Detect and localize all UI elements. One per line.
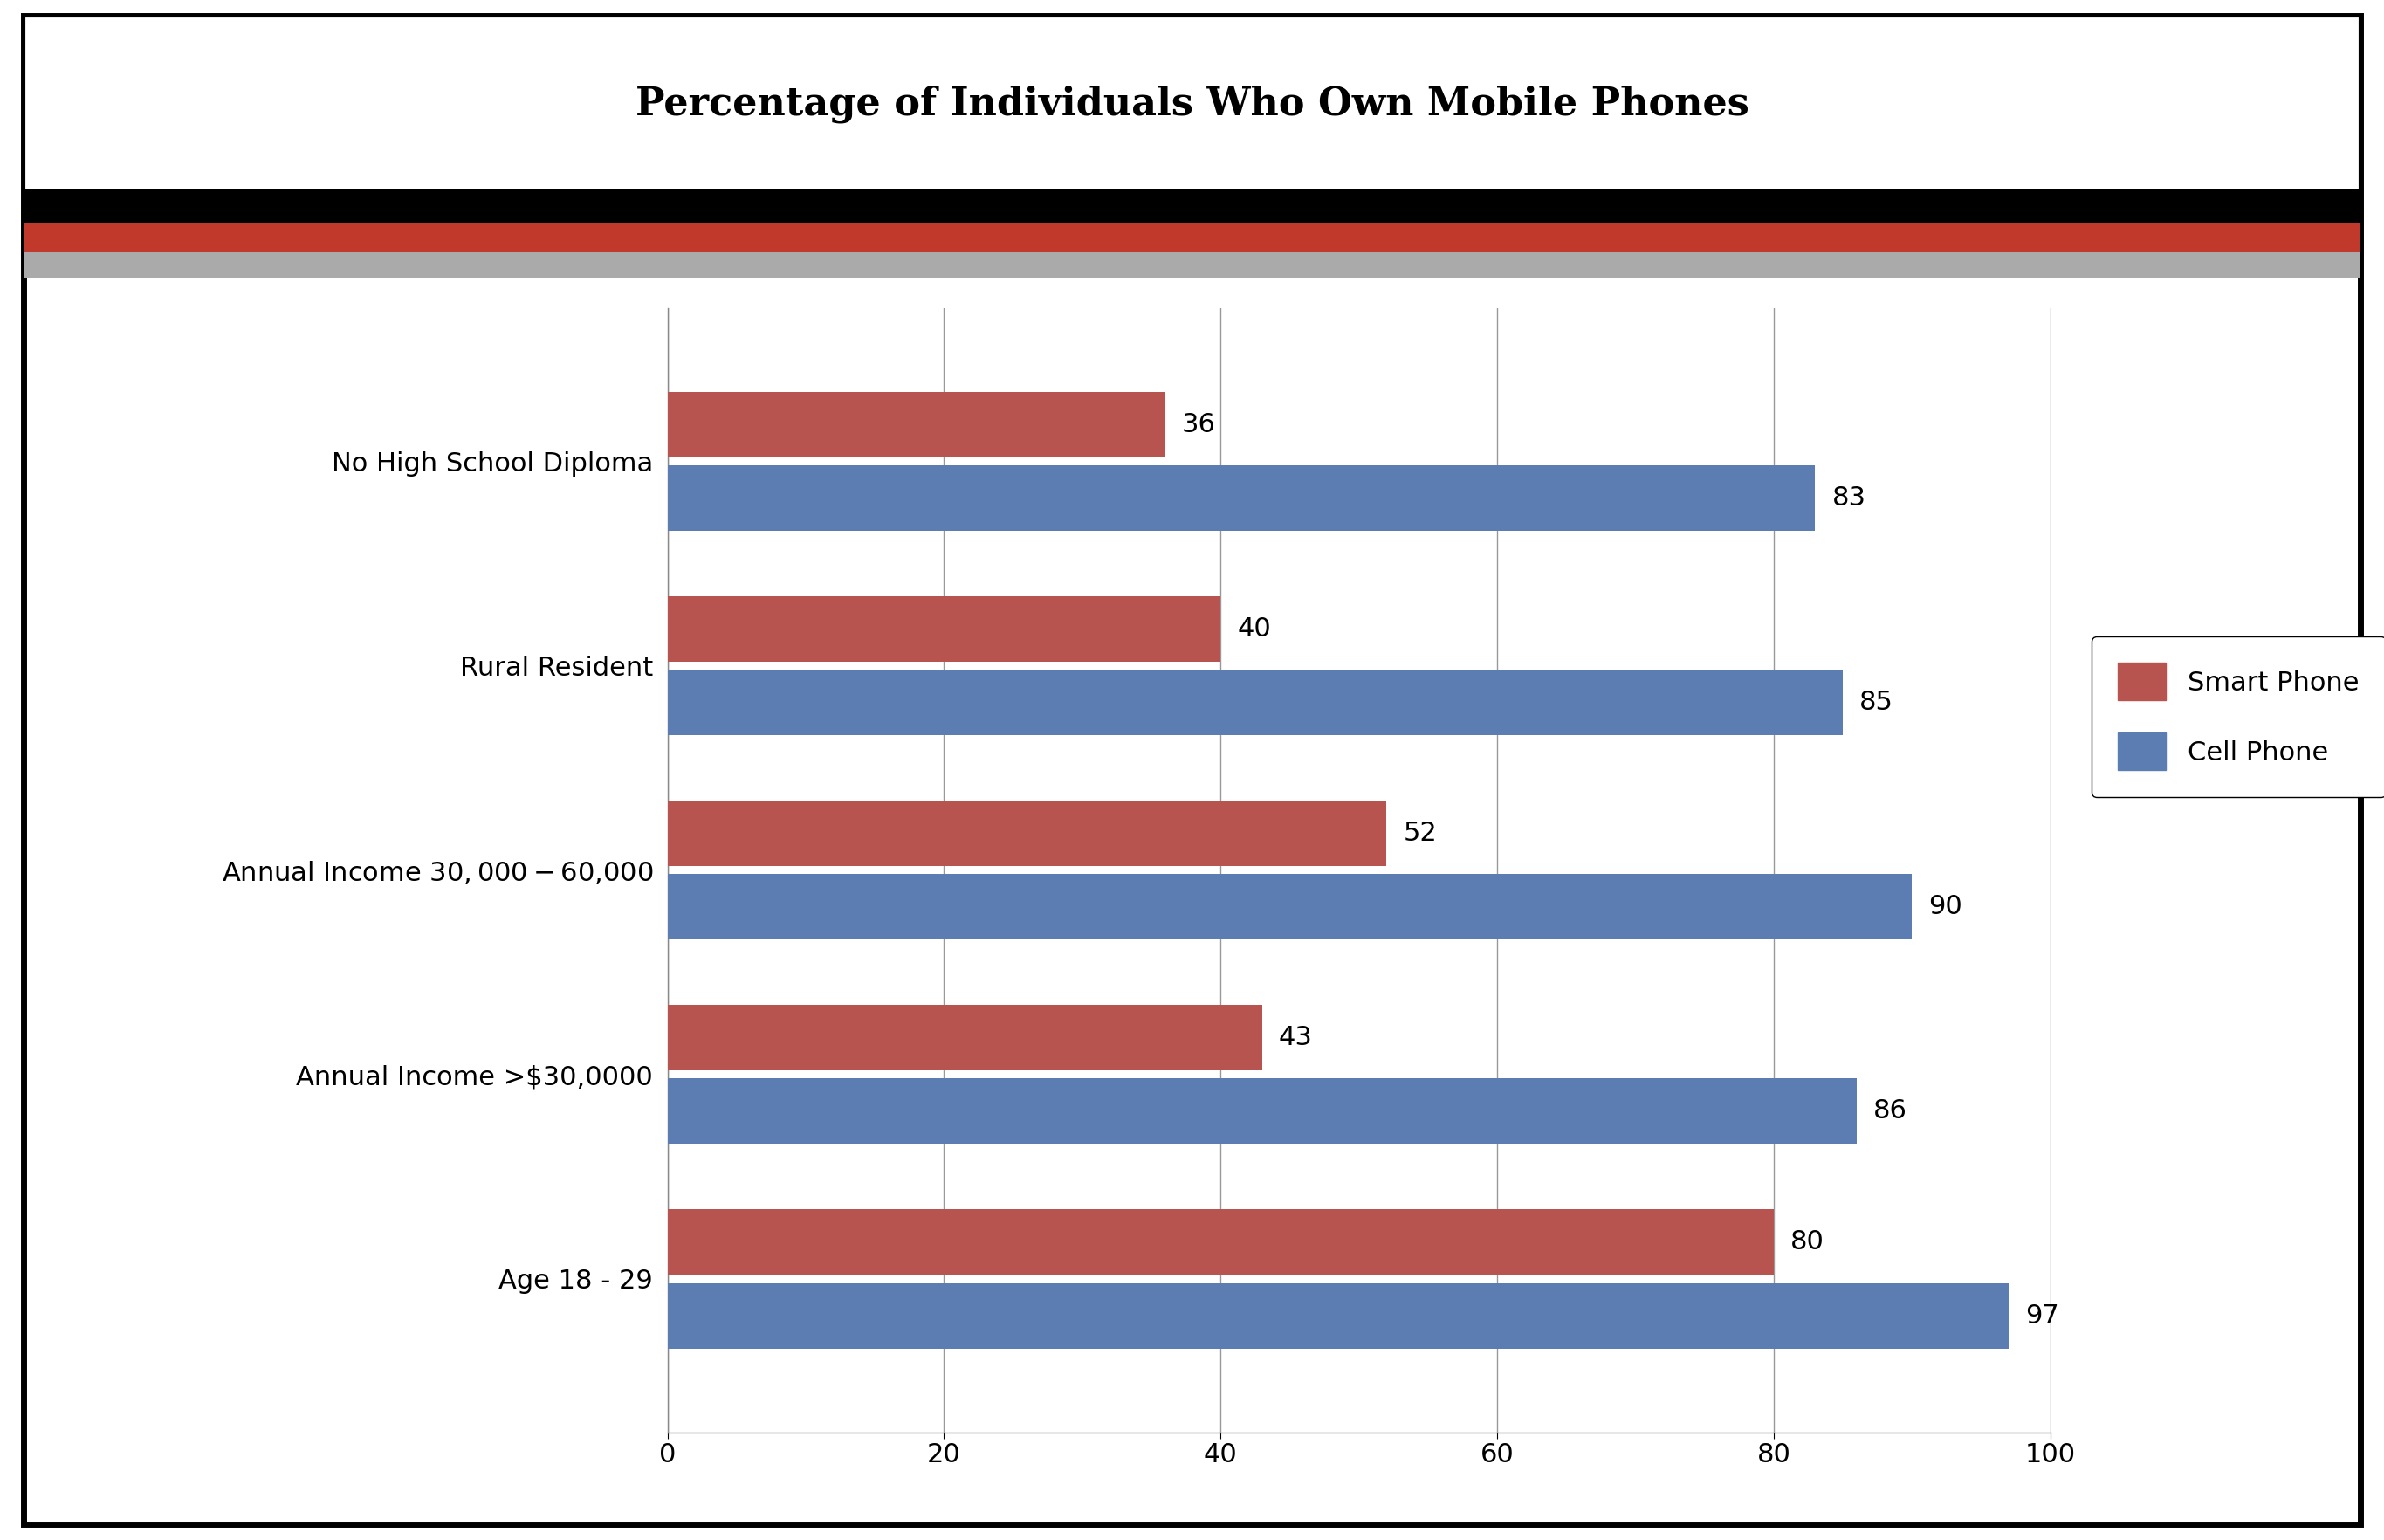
Bar xyxy=(668,1006,1261,1070)
Text: 80: 80 xyxy=(1790,1229,1824,1255)
Text: 86: 86 xyxy=(1874,1098,1907,1124)
Bar xyxy=(668,1209,1774,1275)
Bar xyxy=(668,1078,1857,1144)
Bar xyxy=(668,670,1843,735)
Bar xyxy=(668,596,1221,662)
Text: 43: 43 xyxy=(1278,1026,1314,1050)
Bar xyxy=(668,1283,2010,1349)
Legend: Smart Phone, Cell Phone: Smart Phone, Cell Phone xyxy=(2091,636,2384,798)
Text: 36: 36 xyxy=(1182,411,1216,437)
Text: 83: 83 xyxy=(1831,485,1867,511)
Text: 40: 40 xyxy=(1237,616,1271,642)
Bar xyxy=(668,391,1166,457)
Bar xyxy=(668,801,1387,865)
Bar xyxy=(668,875,1912,939)
Text: 85: 85 xyxy=(1860,690,1893,715)
Text: 90: 90 xyxy=(1929,895,1962,919)
Text: Percentage of Individuals Who Own Mobile Phones: Percentage of Individuals Who Own Mobile… xyxy=(634,85,1750,123)
Bar xyxy=(668,465,1814,531)
Text: 52: 52 xyxy=(1404,821,1438,845)
Text: 97: 97 xyxy=(2026,1303,2060,1329)
